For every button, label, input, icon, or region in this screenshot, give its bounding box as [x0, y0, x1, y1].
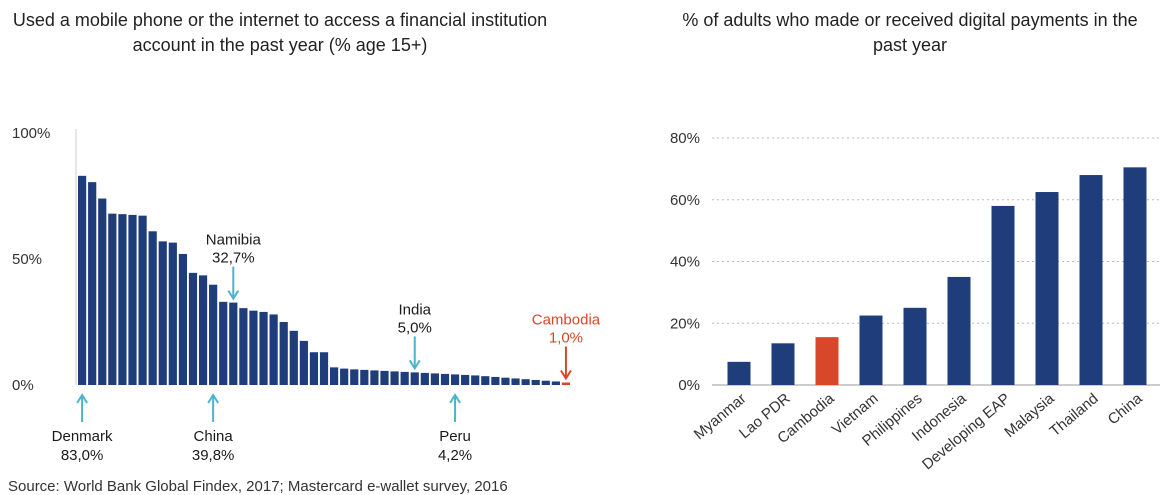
- annotation-value: 83,0%: [61, 447, 104, 464]
- bar: [138, 215, 147, 385]
- annotation-arrowhead: [76, 393, 88, 404]
- bar: [1035, 192, 1059, 385]
- annotation-value: 1,0%: [549, 329, 583, 346]
- right-chart-title: % of adults who made or received digital…: [682, 10, 1138, 55]
- bar: [249, 310, 258, 385]
- bar: [330, 367, 339, 385]
- bar: [370, 370, 379, 385]
- annotation-label: China: [194, 428, 234, 445]
- bar: [771, 343, 795, 385]
- bar: [239, 308, 248, 385]
- annotation-arrowhead: [560, 369, 572, 381]
- bar: [440, 373, 450, 385]
- y-tick-label: 0%: [678, 377, 700, 394]
- bar: [991, 205, 1015, 385]
- bar: [279, 322, 288, 385]
- y-tick-label: 100%: [12, 125, 50, 142]
- annotation-label: India: [398, 301, 431, 318]
- annotation-arrowhead: [449, 393, 461, 404]
- bar: [360, 369, 369, 385]
- bar: [450, 374, 460, 385]
- bar: [350, 369, 359, 385]
- bar: [903, 307, 927, 385]
- bar: [501, 377, 510, 385]
- bar: [168, 242, 177, 385]
- bar: [541, 380, 550, 385]
- bar: [561, 382, 571, 385]
- bar: [521, 379, 530, 385]
- y-tick-label: 80%: [670, 130, 700, 147]
- bar: [430, 373, 439, 385]
- bar: [491, 376, 500, 385]
- bar: [148, 231, 157, 385]
- bar: [1123, 167, 1147, 385]
- x-tick-label: Thailand: [1047, 390, 1102, 440]
- bar: [289, 330, 298, 385]
- bar: [481, 376, 490, 385]
- x-tick-label: China: [1105, 390, 1146, 429]
- bar: [178, 253, 187, 385]
- annotation-arrowhead: [408, 359, 421, 371]
- bar: [158, 241, 167, 385]
- annotation-value: 32,7%: [212, 250, 255, 267]
- bar: [1079, 175, 1103, 385]
- bar: [531, 379, 540, 385]
- bar: [319, 352, 329, 385]
- y-tick-label: 50%: [12, 251, 42, 268]
- bar: [551, 381, 560, 385]
- bar: [259, 311, 268, 385]
- bar: [209, 284, 218, 385]
- bar: [400, 371, 409, 385]
- bar: [727, 361, 751, 385]
- bar: [947, 276, 971, 385]
- bar: [198, 275, 208, 385]
- bar: [815, 337, 839, 385]
- bar: [118, 214, 127, 385]
- bar: [420, 372, 429, 385]
- annotation-label: Cambodia: [532, 311, 601, 328]
- annotation-value: 39,8%: [192, 447, 235, 464]
- bar: [78, 175, 87, 385]
- bar: [410, 372, 419, 385]
- y-tick-label: 60%: [670, 192, 700, 209]
- bar: [471, 375, 480, 385]
- x-tick-label: Malaysia: [1001, 390, 1058, 441]
- annotation-arrowhead: [227, 290, 240, 301]
- left-chart-title: Used a mobile phone or the internet to a…: [12, 10, 548, 55]
- annotation-label: Namibia: [206, 232, 262, 249]
- annotation-arrowhead: [207, 393, 219, 404]
- source-note: Source: World Bank Global Findex, 2017; …: [8, 478, 508, 495]
- y-tick-label: 0%: [12, 377, 34, 394]
- annotation-value: 4,2%: [438, 447, 472, 464]
- bar: [98, 198, 107, 385]
- bar: [219, 301, 228, 385]
- bar: [299, 340, 308, 385]
- bar: [269, 314, 278, 385]
- left-chart: 0% 50% 100% Denmark 83,0% China 39,8% Namibia32…: [12, 125, 601, 464]
- bar: [309, 352, 319, 385]
- bar: [511, 378, 520, 385]
- bar: [128, 214, 137, 385]
- annotation-label: Peru: [439, 428, 471, 445]
- bar: [380, 370, 389, 385]
- bar: [859, 315, 883, 385]
- bar: [229, 302, 238, 385]
- annotation-value: 5,0%: [398, 319, 432, 336]
- bar: [108, 213, 117, 385]
- bar: [88, 182, 97, 385]
- bar: [340, 368, 349, 385]
- bar: [188, 272, 198, 385]
- bar: [390, 371, 399, 385]
- y-tick-label: 20%: [670, 315, 700, 332]
- bar: [461, 374, 470, 385]
- y-tick-label: 40%: [670, 254, 700, 271]
- annotation-label: Denmark: [52, 428, 113, 445]
